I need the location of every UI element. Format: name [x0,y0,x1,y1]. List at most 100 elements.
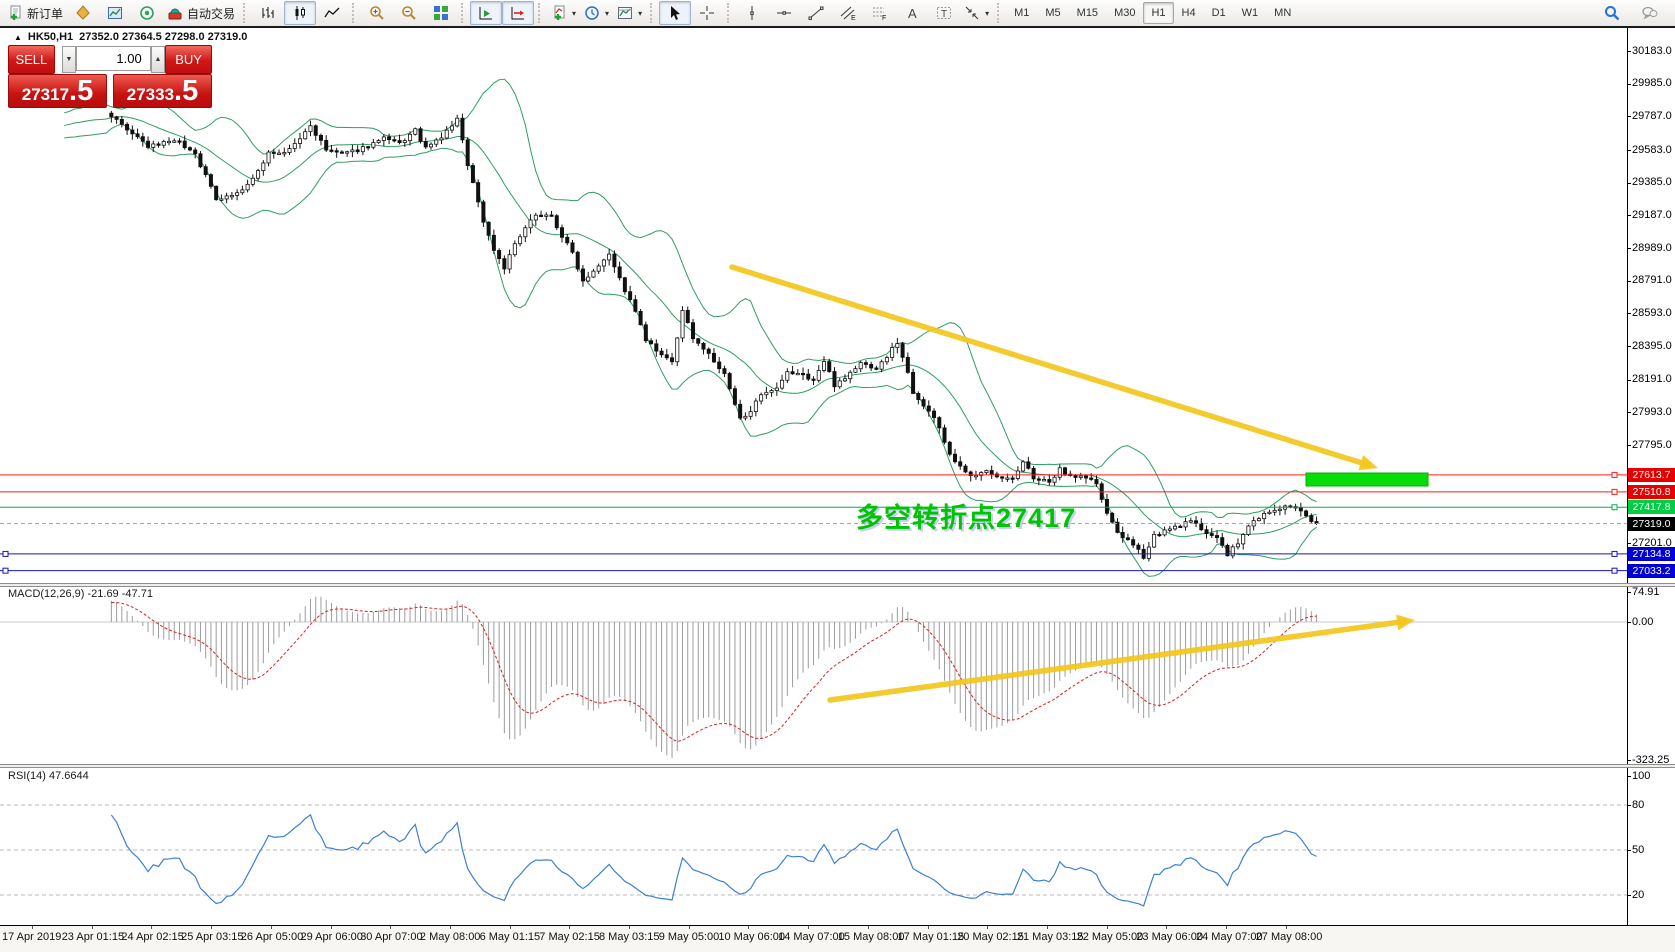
new-order-button[interactable]: 新订单 [3,1,67,25]
chevron-down-icon[interactable]: ▾ [572,8,577,18]
line-icon [324,7,340,18]
timeframe-h4[interactable]: H4 [1181,7,1196,19]
price-line-badge: 27510.8 [1628,484,1675,499]
time-axis-label: 7 May 02:15 [539,931,600,943]
new-order-icon [10,5,21,20]
toolbar-separator [727,3,732,23]
indicators-button[interactable]: ▾ [547,1,580,25]
volume-increase-button[interactable]: ▲ [150,46,166,73]
price-axis-label: 28191.0 [1632,373,1672,386]
trend-arrow-line[interactable] [827,618,1408,703]
charts-window-button[interactable] [99,1,131,25]
autotrading-button[interactable]: 自动交易 [163,1,239,25]
pivot-zone-rect[interactable] [1305,472,1429,487]
chart-shift-button[interactable] [502,1,535,25]
periods-button[interactable]: ▾ [580,1,613,25]
svg-text:F: F [882,15,886,21]
time-axis-label: 25 Apr 03:15 [181,931,244,943]
text-button[interactable]: A [896,1,928,25]
sell-button[interactable]: SELL [8,45,55,74]
templates-button[interactable]: ▾ [613,1,646,25]
toolbar: 新订单 自动交易 ▾ ▾ ▾ E F A T ▾ M1 M5 M15 M30 H1 H4 D1 W1 MN [0,0,1675,26]
price-axis-tick [1627,412,1631,414]
volume-decrease-button[interactable]: ▼ [61,46,77,73]
window-border [0,26,1675,28]
charts-window-icon [108,7,123,19]
navigator-button[interactable] [131,1,163,25]
auto-scroll-button[interactable] [470,1,503,25]
svg-text:A: A [908,6,917,21]
autotrading-label: 自动交易 [187,6,236,21]
line-chart-button[interactable] [316,1,348,25]
text-label-button[interactable]: T [928,1,960,25]
macd-series [110,596,1318,758]
price-axis-label: 29385.0 [1632,176,1672,189]
crosshair-button[interactable] [691,1,723,25]
horizontal-line-button[interactable] [768,1,800,25]
candlestick-chart-button[interactable] [284,1,317,25]
rsi-axis-tick [1627,895,1631,896]
toolbar-separator [997,3,1002,23]
chat-button[interactable] [1634,1,1666,25]
timeframe-mn[interactable]: MN [1274,7,1292,19]
profiles-button[interactable] [67,1,99,25]
time-axis-label: 9 May 05:00 [658,931,720,943]
chat-icon [1642,6,1658,20]
toolbar-separator [538,3,543,23]
volume-input[interactable]: 1.00 [76,46,151,71]
timeframe-h1[interactable]: H1 [1143,2,1174,24]
timeframe-w1[interactable]: W1 [1241,7,1259,19]
pane-splitter-rsi[interactable] [0,764,1675,768]
svg-text:T: T [941,9,947,20]
arrows-button[interactable]: ▾ [960,1,993,25]
price-axis-label: 28593.0 [1632,306,1672,319]
pane-splitter-macd[interactable] [0,583,1675,587]
price-axis-tick [1627,150,1631,151]
buy-price[interactable]: 27333.5 [113,74,212,108]
tile-windows-button[interactable] [425,1,457,25]
time-axis-tick [449,926,451,929]
timeframe-m30[interactable]: M30 [1114,7,1136,19]
sell-price[interactable]: 27317.5 [8,74,107,108]
autotrading-icon [168,8,182,20]
zoom-in-button[interactable] [361,1,393,25]
bollinger-bands [64,78,1317,577]
rsi-axis-tick [1627,805,1631,806]
panel-collapse-icon[interactable]: ▲ [14,32,22,42]
timeframe-m1[interactable]: M1 [1014,7,1030,19]
timeframe-m5[interactable]: M5 [1045,7,1061,19]
trend-arrow-line[interactable] [729,264,1372,468]
time-axis[interactable]: 17 Apr 2019 23 Apr 01:15 24 Apr 02:15 25 Ap… [0,926,1675,952]
toolbar-separator [650,3,655,23]
price-line-badge: 27319.0 [1628,516,1675,531]
time-axis-tick [330,926,332,929]
price-line-badge: 27134.8 [1628,546,1675,561]
pivot-annotation-text[interactable]: 多空转折点27417 [856,503,1077,533]
buy-button[interactable]: BUY [165,45,212,74]
candlestick-series [109,110,1319,562]
equidistant-channel-button[interactable]: E [832,1,864,25]
trendline-button[interactable] [800,1,832,25]
search-button[interactable] [1596,1,1628,25]
bar-chart-button[interactable] [252,1,284,25]
ohlc-values: 27352.0 27364.5 27298.0 27319.0 [79,31,248,43]
price-axis-tick [1627,543,1631,544]
time-axis-label: 29 Apr 06:00 [300,931,363,943]
vertical-line-button[interactable] [736,1,768,25]
cursor-button[interactable] [659,1,692,25]
toolbar-separator [352,3,357,23]
timeframe-d1[interactable]: D1 [1211,7,1226,19]
timeframe-m15[interactable]: M15 [1076,7,1099,19]
zoom-out-button[interactable] [393,1,425,25]
chevron-down-icon[interactable]: ▾ [985,8,990,18]
time-axis-tick [32,926,33,929]
chevron-down-icon[interactable]: ▾ [605,8,610,18]
fibonacci-button[interactable]: F [864,1,896,25]
time-axis-tick [808,926,810,929]
indicators-icon [554,5,565,20]
chevron-down-icon[interactable]: ▾ [638,8,643,18]
annotations[interactable] [729,264,1429,703]
time-axis-label: 17 Apr 2019 [2,931,62,943]
price-lines[interactable] [0,471,1627,574]
